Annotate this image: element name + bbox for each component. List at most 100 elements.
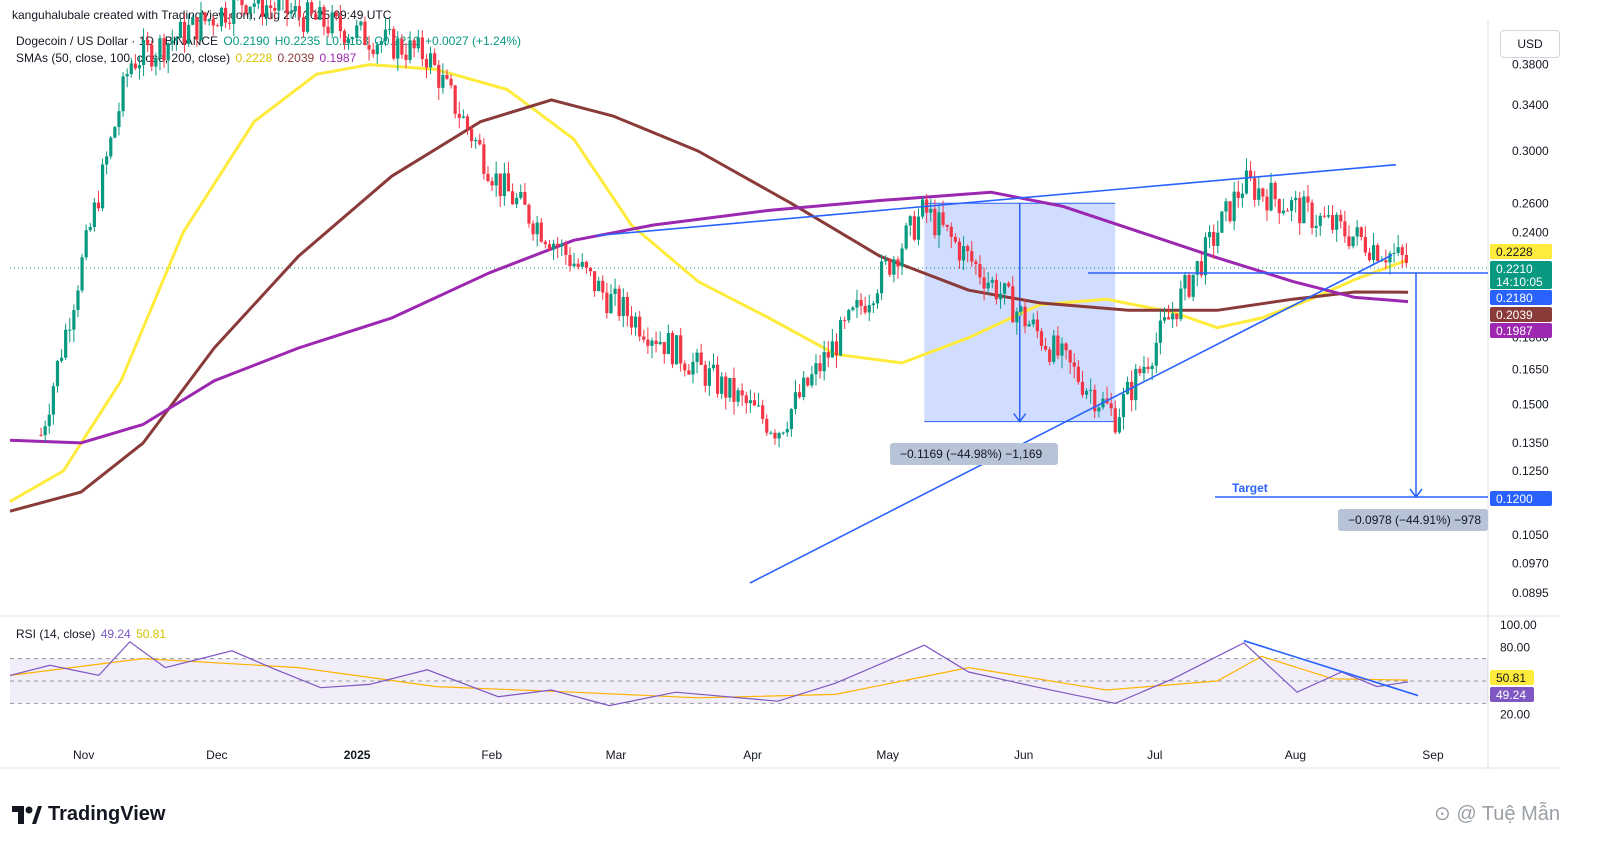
rsi-legend[interactable]: RSI (14, close) 49.24 50.81 bbox=[16, 627, 168, 641]
rsi-tick-label: 80.00 bbox=[1500, 640, 1530, 654]
candle-body bbox=[818, 363, 822, 372]
time-axis-label: Sep bbox=[1422, 748, 1444, 762]
candle-body bbox=[720, 376, 724, 394]
candle-body bbox=[1031, 319, 1035, 325]
candle-body bbox=[1269, 182, 1273, 211]
candle-body bbox=[453, 85, 457, 114]
candle-body bbox=[1138, 368, 1142, 374]
candle-body bbox=[59, 357, 64, 361]
candle-body bbox=[359, 21, 363, 26]
ohlc-open: O0.2190 bbox=[223, 34, 270, 48]
candle-body bbox=[1158, 320, 1162, 343]
price-label: 0.1200 bbox=[1496, 492, 1533, 506]
candle-body bbox=[810, 374, 814, 386]
candle-body bbox=[605, 292, 609, 314]
candle-body bbox=[748, 400, 752, 404]
candle-body bbox=[1048, 349, 1052, 362]
candle-body bbox=[1285, 210, 1290, 212]
candle-body bbox=[633, 316, 638, 328]
candle-body bbox=[51, 386, 55, 415]
candle-body bbox=[1007, 283, 1011, 287]
price-tick-label: 0.2600 bbox=[1512, 196, 1549, 210]
candle-body bbox=[1376, 245, 1380, 262]
candle-body bbox=[1220, 211, 1224, 233]
candle-body bbox=[982, 277, 986, 289]
candle-body bbox=[314, 13, 318, 20]
candle-body bbox=[1236, 191, 1240, 198]
candle-body bbox=[486, 173, 490, 182]
candle-body bbox=[1072, 362, 1076, 367]
candle-body bbox=[215, 25, 219, 27]
candle-body bbox=[691, 361, 695, 375]
candle-body bbox=[1257, 188, 1261, 200]
price-tick-label: 0.1350 bbox=[1512, 436, 1549, 450]
candle-body bbox=[986, 282, 990, 289]
candle-body bbox=[1146, 366, 1150, 370]
candle-body bbox=[150, 44, 154, 67]
candle-body bbox=[945, 224, 949, 227]
candle-body bbox=[72, 310, 76, 330]
candle-body bbox=[978, 263, 982, 278]
measure1-label-bg bbox=[890, 443, 1058, 465]
candle-body bbox=[408, 40, 412, 60]
candle-body bbox=[1314, 225, 1318, 228]
candle-body bbox=[428, 53, 433, 68]
candle-body bbox=[322, 7, 326, 27]
price-label: 0.2228 bbox=[1496, 245, 1533, 259]
candle-body bbox=[375, 44, 379, 55]
currency-button[interactable]: USD bbox=[1500, 30, 1560, 58]
candle-body bbox=[178, 21, 183, 38]
candle-body bbox=[584, 261, 588, 268]
candle-body bbox=[966, 246, 970, 252]
rsi-ma-value: 50.81 bbox=[136, 627, 167, 641]
candle-body bbox=[182, 21, 187, 44]
candle-body bbox=[269, 5, 273, 8]
price-tick-label: 0.1250 bbox=[1512, 464, 1549, 478]
candle-body bbox=[158, 38, 162, 58]
candle-body bbox=[654, 340, 658, 345]
candle-body bbox=[933, 208, 937, 236]
candle-body bbox=[465, 116, 470, 129]
candle-body bbox=[1404, 254, 1408, 263]
candle-body bbox=[490, 181, 494, 186]
rsi-label: RSI (14, close) bbox=[16, 627, 96, 641]
candle-body bbox=[781, 432, 785, 434]
candle-body bbox=[433, 53, 437, 65]
time-axis-label: Jul bbox=[1147, 748, 1162, 762]
sma200-line bbox=[9, 190, 1409, 445]
candle-body bbox=[474, 139, 478, 142]
candle-body bbox=[572, 263, 576, 267]
measure1-label: −0.1169 (−44.98%) −1,169 bbox=[900, 447, 1043, 461]
candle-body bbox=[601, 280, 605, 293]
candle-body bbox=[1351, 236, 1355, 247]
candle-body bbox=[1130, 381, 1134, 401]
candle-body bbox=[724, 376, 728, 398]
candle-body bbox=[592, 271, 597, 292]
candle-body bbox=[1289, 200, 1294, 211]
candle-body bbox=[851, 307, 855, 310]
candle-body bbox=[974, 261, 978, 264]
sma-legend[interactable]: SMAs (50, close, 100, close, 200, close)… bbox=[16, 51, 358, 65]
candle-body bbox=[289, 11, 293, 14]
candle-body bbox=[1322, 215, 1326, 217]
candle-body bbox=[371, 49, 375, 55]
candle-body bbox=[920, 199, 925, 217]
candle-body bbox=[843, 320, 847, 322]
candle-body bbox=[363, 21, 367, 46]
candle-body bbox=[1396, 247, 1400, 253]
upper-trendline bbox=[595, 163, 1397, 237]
candle-body bbox=[1355, 227, 1359, 237]
candle-body bbox=[1216, 232, 1220, 246]
candle-body bbox=[814, 363, 818, 375]
candle-body bbox=[888, 259, 892, 275]
time-axis-label: Apr bbox=[743, 748, 762, 762]
candle-body bbox=[1273, 182, 1277, 200]
tradingview-logo[interactable]: TradingView bbox=[12, 803, 165, 826]
candle-body bbox=[1162, 317, 1167, 321]
candle-body bbox=[1207, 231, 1212, 238]
candle-body bbox=[1203, 237, 1208, 276]
candle-body bbox=[355, 25, 359, 38]
candle-body bbox=[1195, 261, 1199, 275]
candle-body bbox=[191, 17, 195, 25]
